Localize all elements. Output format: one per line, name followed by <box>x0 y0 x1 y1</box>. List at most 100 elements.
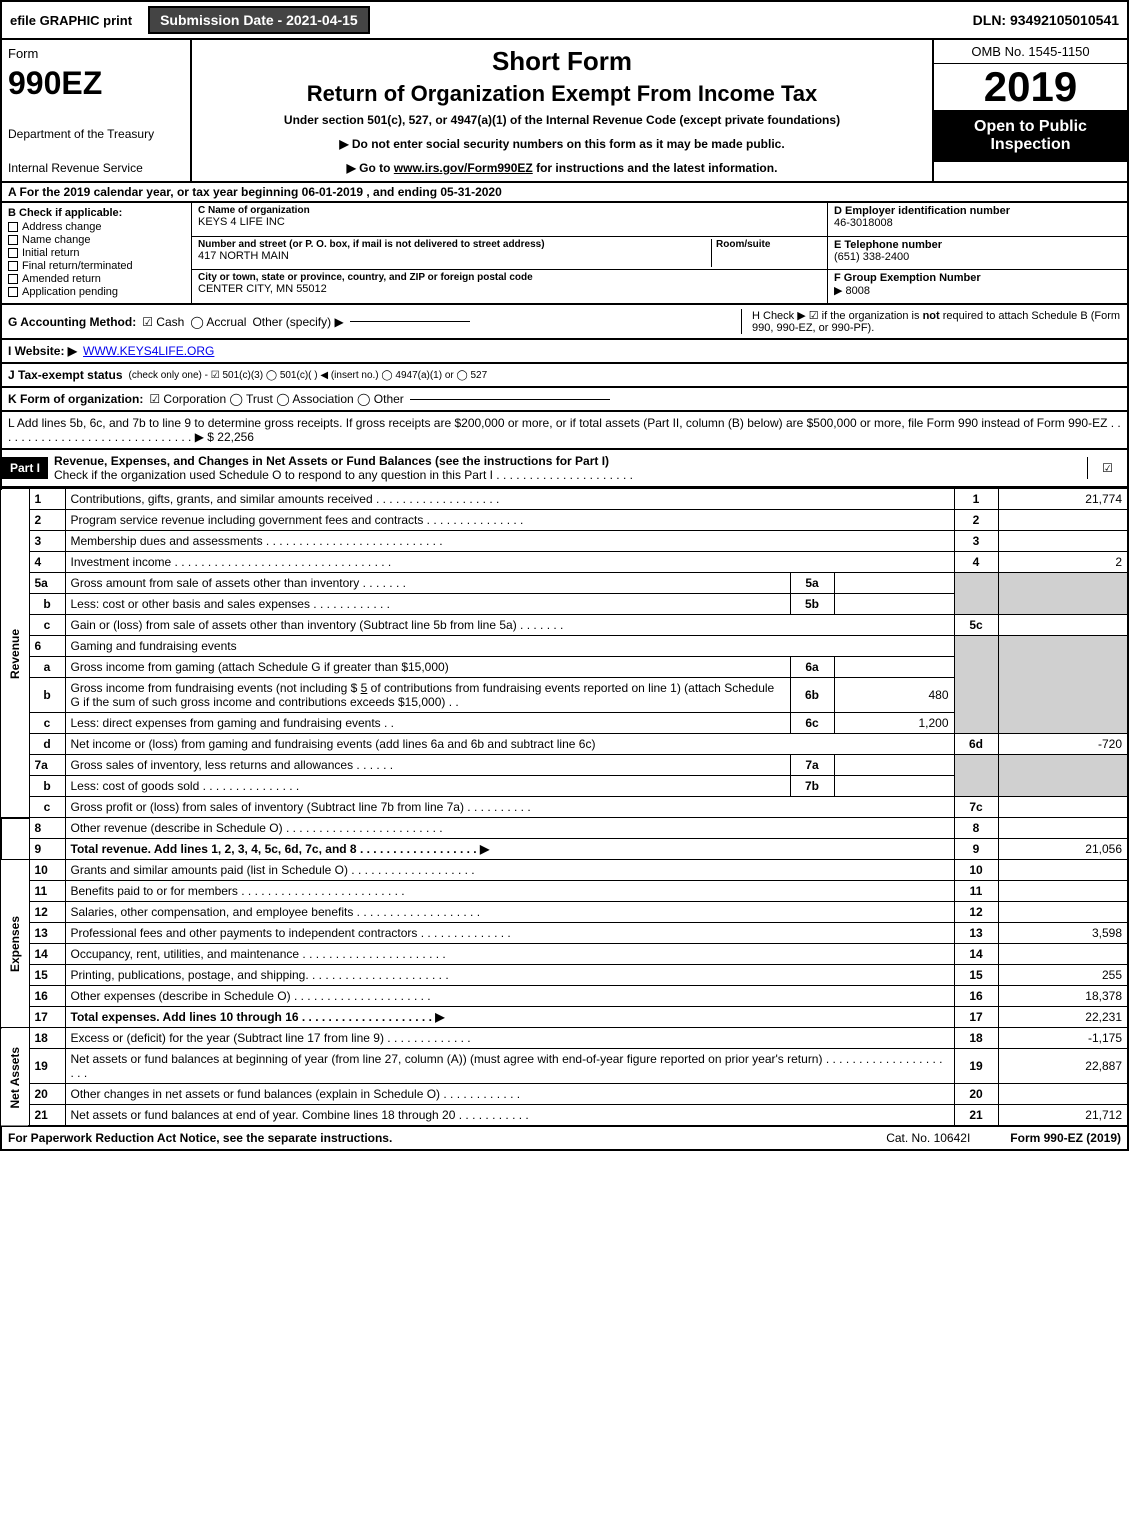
val-20 <box>998 1084 1128 1105</box>
val-13: 3,598 <box>998 923 1128 944</box>
col-b-checkboxes: B Check if applicable: Address change Na… <box>2 203 192 303</box>
num-20: 20 <box>954 1084 998 1105</box>
val-14 <box>998 944 1128 965</box>
chk-accrual[interactable]: ◯ Accrual <box>190 315 246 329</box>
val-17: 22,231 <box>998 1007 1128 1028</box>
num-2: 2 <box>954 510 998 531</box>
desc-5a: Gross amount from sale of assets other t… <box>65 573 790 594</box>
k-other-input[interactable] <box>410 399 610 400</box>
ln-21: 21 <box>29 1105 65 1127</box>
desc-6a: Gross income from gaming (attach Schedul… <box>65 657 790 678</box>
num-6d: 6d <box>954 734 998 755</box>
val-1: 21,774 <box>998 489 1128 510</box>
form-header: Form 990EZ Department of the Treasury In… <box>0 40 1129 183</box>
val-12 <box>998 902 1128 923</box>
dln-label: DLN: 93492105010541 <box>965 2 1127 38</box>
ln-19: 19 <box>29 1049 65 1084</box>
val-19: 22,887 <box>998 1049 1128 1084</box>
side-label-expenses: Expenses <box>1 860 29 1028</box>
midval-5a <box>834 573 954 594</box>
open-public-inspection: Open to Public Inspection <box>934 110 1127 162</box>
desc-8: Other revenue (describe in Schedule O) .… <box>65 818 954 839</box>
col-c-org: C Name of organization KEYS 4 LIFE INC N… <box>192 203 827 303</box>
desc-5b: Less: cost or other basis and sales expe… <box>65 594 790 615</box>
ln-7c: c <box>29 797 65 818</box>
midval-6b: 480 <box>834 678 954 713</box>
chk-initial-return[interactable]: Initial return <box>8 247 185 259</box>
group-exempt-val: ▶ 8008 <box>834 284 1121 297</box>
mid-7a: 7a <box>790 755 834 776</box>
city-val: CENTER CITY, MN 55012 <box>198 283 821 295</box>
val-7c <box>998 797 1128 818</box>
checkbox-icon <box>8 274 18 284</box>
return-title: Return of Organization Exempt From Incom… <box>198 81 926 107</box>
short-form-title: Short Form <box>198 46 926 77</box>
desc-16: Other expenses (describe in Schedule O) … <box>65 986 954 1007</box>
val-10 <box>998 860 1128 881</box>
checkbox-icon <box>8 248 18 258</box>
ln-18: 18 <box>29 1028 65 1049</box>
header-left: Form 990EZ Department of the Treasury In… <box>2 40 192 181</box>
ein-label: D Employer identification number <box>834 205 1121 217</box>
shade-5ab <box>954 573 998 615</box>
j-options: (check only one) - ☑ 501(c)(3) ◯ 501(c)(… <box>129 370 488 381</box>
h-text: H Check ▶ ☑ if the organization is not r… <box>741 309 1121 334</box>
top-bar: efile GRAPHIC print Submission Date - 20… <box>0 0 1129 40</box>
g-label: G Accounting Method: <box>8 315 136 329</box>
footer-left: For Paperwork Reduction Act Notice, see … <box>8 1131 392 1145</box>
num-12: 12 <box>954 902 998 923</box>
footer-cat: Cat. No. 10642I <box>886 1131 970 1145</box>
shade-6 <box>954 636 998 734</box>
website-link[interactable]: WWW.KEYS4LIFE.ORG <box>83 344 214 358</box>
page-footer: For Paperwork Reduction Act Notice, see … <box>0 1127 1129 1151</box>
submission-date-button[interactable]: Submission Date - 2021-04-15 <box>140 2 378 38</box>
part1-schedule-o-check[interactable]: ☑ <box>1087 457 1127 479</box>
mid-7b: 7b <box>790 776 834 797</box>
phone-label: E Telephone number <box>834 239 1121 251</box>
form-number: 990EZ <box>8 65 184 102</box>
i-label: I Website: ▶ <box>8 344 77 358</box>
chk-app-pending[interactable]: Application pending <box>8 286 185 298</box>
val-8 <box>998 818 1128 839</box>
c-name-label: C Name of organization <box>198 205 821 216</box>
dept-irs: Internal Revenue Service <box>8 161 184 175</box>
chk-name-change[interactable]: Name change <box>8 234 185 246</box>
num-16: 16 <box>954 986 998 1007</box>
ln-9: 9 <box>29 839 65 860</box>
ln-6: 6 <box>29 636 65 657</box>
num-1: 1 <box>954 489 998 510</box>
num-8: 8 <box>954 818 998 839</box>
desc-7c: Gross profit or (loss) from sales of inv… <box>65 797 954 818</box>
ln-5b: b <box>29 594 65 615</box>
val-6d: -720 <box>998 734 1128 755</box>
ln-5a: 5a <box>29 573 65 594</box>
room-label: Room/suite <box>716 239 821 250</box>
chk-address-change[interactable]: Address change <box>8 221 185 233</box>
num-3: 3 <box>954 531 998 552</box>
ln-16: 16 <box>29 986 65 1007</box>
org-name: KEYS 4 LIFE INC <box>198 216 821 228</box>
chk-final-return[interactable]: Final return/terminated <box>8 260 185 272</box>
g-other-input[interactable] <box>350 321 470 322</box>
irs-link[interactable]: www.irs.gov/Form990EZ <box>394 161 533 175</box>
shadeval-5ab <box>998 573 1128 615</box>
num-4: 4 <box>954 552 998 573</box>
ln-6b: b <box>29 678 65 713</box>
checkbox-icon <box>8 222 18 232</box>
desc-14: Occupancy, rent, utilities, and maintena… <box>65 944 954 965</box>
addr-val: 417 NORTH MAIN <box>198 250 711 262</box>
desc-20: Other changes in net assets or fund bala… <box>65 1084 954 1105</box>
header-mid: Short Form Return of Organization Exempt… <box>192 40 932 181</box>
row-a-tax-year: A For the 2019 calendar year, or tax yea… <box>0 183 1129 203</box>
chk-amended[interactable]: Amended return <box>8 273 185 285</box>
ln-4: 4 <box>29 552 65 573</box>
form-label: Form <box>8 46 184 61</box>
chk-cash[interactable]: ☑ Cash <box>142 315 184 329</box>
num-7c: 7c <box>954 797 998 818</box>
val-3 <box>998 531 1128 552</box>
shade-7 <box>954 755 998 797</box>
g-other: Other (specify) ▶ <box>252 315 343 329</box>
checkbox-icon <box>8 287 18 297</box>
val-4: 2 <box>998 552 1128 573</box>
city-label: City or town, state or province, country… <box>198 272 821 283</box>
